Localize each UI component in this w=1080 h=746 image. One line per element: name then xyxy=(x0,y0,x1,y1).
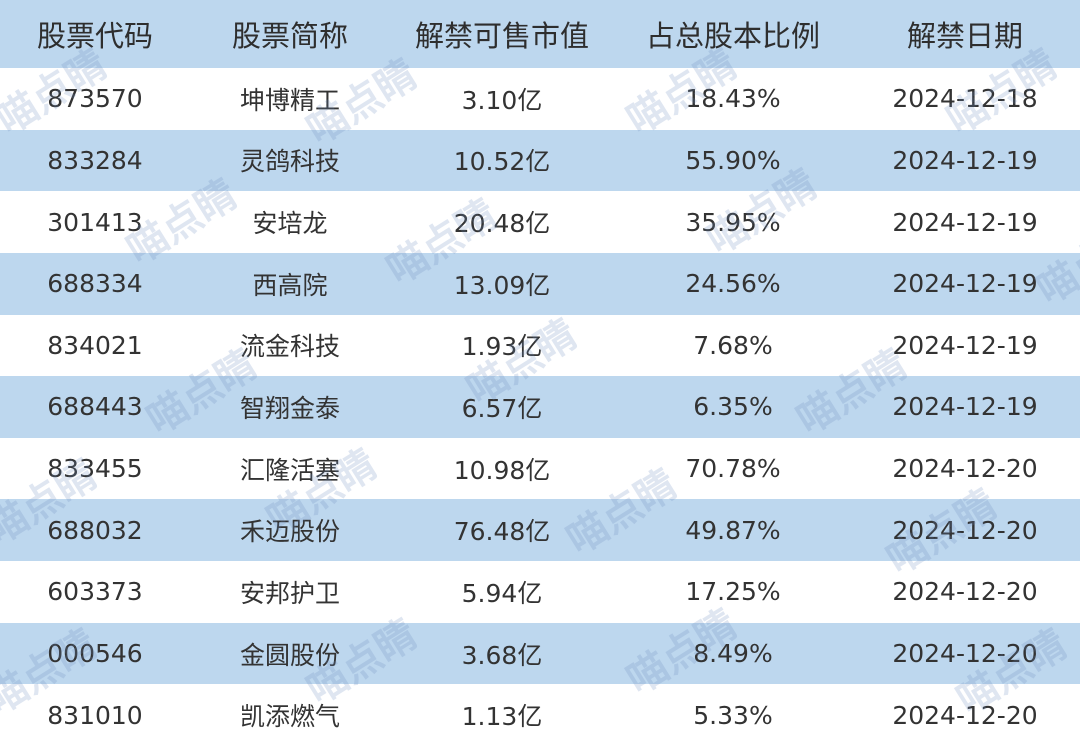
table-cell: 55.90% xyxy=(685,145,781,175)
table-cell: 5.33% xyxy=(693,700,773,730)
table-cell: 18.43% xyxy=(685,84,781,114)
table-cell: 1.13亿 xyxy=(461,702,543,732)
table-row: 688443 智翔金泰 6.57亿 6.35% 2024-12-19 xyxy=(0,376,1080,438)
header-cell: 解禁日期 xyxy=(906,19,1023,53)
table-cell: 10.98亿 xyxy=(453,455,551,485)
table-cell: 000546 xyxy=(47,639,143,669)
table-cell: 49.87% xyxy=(685,515,781,545)
table-cell: 安培龙 xyxy=(252,209,328,239)
table-row: 000546 金圆股份 3.68亿 8.49% 2024-12-20 xyxy=(0,622,1080,685)
table-cell: 688334 xyxy=(47,269,143,299)
table-cell: 7.68% xyxy=(693,330,773,360)
table-cell: 禾迈股份 xyxy=(239,517,340,547)
table-cell: 5.94亿 xyxy=(461,578,543,608)
table-row: 603373 安邦护卫 5.94亿 17.25% 2024-12-20 xyxy=(0,561,1080,623)
table-cell: 834021 xyxy=(47,330,143,360)
table-cell: 坤博精工 xyxy=(239,85,340,115)
table-cell: 833284 xyxy=(47,145,143,175)
header-cell: 股票简称 xyxy=(231,19,348,53)
table-cell: 6.35% xyxy=(693,392,773,422)
table-row: 833284 灵鸽科技 10.52亿 55.90% 2024-12-19 xyxy=(0,129,1080,192)
table-cell: 智翔金泰 xyxy=(239,393,340,423)
table-cell: 2024-12-19 xyxy=(892,269,1038,299)
table-cell: 6.57亿 xyxy=(461,393,543,423)
table-row: 834021 流金科技 1.93亿 7.68% 2024-12-19 xyxy=(0,314,1080,377)
table-row: 688334 西高院 13.09亿 24.56% 2024-12-19 xyxy=(0,252,1080,315)
table-row: 833455 汇隆活塞 10.98亿 70.78% 2024-12-20 xyxy=(0,437,1080,500)
table-cell: 2024-12-19 xyxy=(892,330,1038,360)
table-cell: 2024-12-20 xyxy=(892,577,1038,607)
table-row: 873570 坤博精工 3.10亿 18.43% 2024-12-18 xyxy=(0,68,1080,130)
table-cell: 688443 xyxy=(47,392,143,422)
table-cell: 603373 xyxy=(47,577,143,607)
table-cell: 2024-12-20 xyxy=(892,515,1038,545)
table-cell: 833455 xyxy=(47,454,143,484)
table-cell: 2024-12-20 xyxy=(892,454,1038,484)
table-cell: 13.09亿 xyxy=(453,270,551,300)
table-cell: 安邦护卫 xyxy=(239,578,340,608)
table-cell: 2024-12-20 xyxy=(892,639,1038,669)
table-cell: 金圆股份 xyxy=(239,640,340,670)
table-cell: 2024-12-19 xyxy=(892,207,1038,237)
table-cell: 灵鸽科技 xyxy=(239,147,340,177)
table-cell: 流金科技 xyxy=(239,332,340,362)
table-cell: 688032 xyxy=(47,515,143,545)
table-cell: 70.78% xyxy=(685,454,781,484)
table-cell: 20.48亿 xyxy=(453,209,551,239)
header-cell: 股票代码 xyxy=(36,19,153,53)
table-cell: 873570 xyxy=(47,84,143,114)
table-cell: 3.68亿 xyxy=(461,640,543,670)
header-cell: 占总股本比例 xyxy=(645,19,820,53)
table-cell: 1.93亿 xyxy=(461,332,543,362)
table-row: 301413 安培龙 20.48亿 35.95% 2024-12-19 xyxy=(0,191,1080,253)
table-cell: 2024-12-19 xyxy=(892,392,1038,422)
table-cell: 76.48亿 xyxy=(453,517,551,547)
table-cell: 2024-12-18 xyxy=(892,84,1038,114)
table-cell: 凯添燃气 xyxy=(239,702,340,732)
table-cell: 301413 xyxy=(47,207,143,237)
table-cell: 3.10亿 xyxy=(461,85,543,115)
table-row: 688032 禾迈股份 76.48亿 49.87% 2024-12-20 xyxy=(0,499,1080,562)
table-cell: 2024-12-19 xyxy=(892,145,1038,175)
table-cell: 24.56% xyxy=(685,269,781,299)
table-cell: 831010 xyxy=(47,700,143,730)
table-cell: 西高院 xyxy=(252,270,328,300)
table-cell: 10.52亿 xyxy=(453,147,551,177)
table-cell: 汇隆活塞 xyxy=(239,455,340,485)
table-cell: 17.25% xyxy=(685,577,781,607)
table-row: 831010 凯添燃气 1.13亿 5.33% 2024-12-20 xyxy=(0,684,1080,746)
header-cell: 解禁可售市值 xyxy=(414,19,589,53)
table-cell: 8.49% xyxy=(693,639,773,669)
table-cell: 2024-12-20 xyxy=(892,700,1038,730)
header-row: 股票代码 股票简称 解禁可售市值 占总股本比例 解禁日期 xyxy=(0,0,1080,68)
table-cell: 35.95% xyxy=(685,207,781,237)
